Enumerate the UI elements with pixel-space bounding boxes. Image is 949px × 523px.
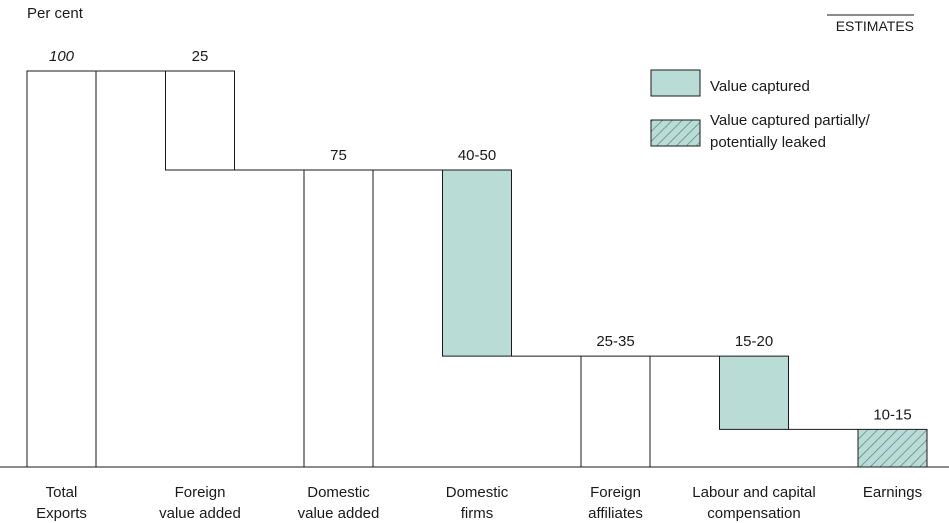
category-label-foreign-value-added-line2: value added [159, 505, 241, 522]
category-label-domestic-value-added-line1: Domestic [307, 484, 370, 501]
bar-foreign-affiliates [580, 355, 651, 468]
bar-earnings [857, 428, 928, 468]
value-label-foreign-value-added: 25 [192, 48, 209, 65]
legend-label-hatched: Value captured partially/ potentially le… [710, 112, 874, 151]
category-label-labour-and-capital-compensation-line1: Labour and capital [692, 484, 815, 501]
legend-swatch-hatched [650, 119, 701, 147]
legend-label-hatched-line2: potentially leaked [710, 134, 826, 151]
value-label-labour-and-capital-compensation: 15-20 [735, 333, 773, 350]
legend-label-captured: Value captured [710, 78, 810, 95]
bar-labour-and-capital-compensation [719, 355, 789, 430]
legend: Value captured Value captured partially/… [650, 69, 874, 151]
chart-marks: 100 Total Exports 25 Foreign value added 75 Dom… [26, 48, 928, 522]
value-label-earnings: 10-15 [873, 406, 911, 423]
value-label-total-exports: 100 [49, 48, 75, 65]
category-label-domestic-firms-line2: firms [461, 505, 494, 522]
category-label-domestic-firms-line1: Domestic [446, 484, 509, 501]
value-label-foreign-affiliates: 25-35 [596, 333, 634, 350]
bar-domestic-firms [442, 169, 512, 357]
category-label-foreign-value-added-line1: Foreign [175, 484, 226, 501]
estimates-note: ESTIMATES [836, 18, 914, 34]
category-label-labour-and-capital-compensation-line2: compensation [707, 505, 800, 522]
y-axis-label: Per cent [27, 5, 84, 22]
category-label-earnings: Earnings [863, 484, 922, 501]
value-label-domestic-firms: 40-50 [458, 147, 496, 164]
bar-total-exports [26, 70, 97, 468]
category-label-foreign-affiliates-line2: affiliates [588, 505, 643, 522]
legend-label-hatched-line1: Value captured partially/ [710, 112, 871, 129]
category-label-foreign-affiliates-line1: Foreign [590, 484, 641, 501]
category-label-total-exports-line2: Exports [36, 505, 87, 522]
value-label-domestic-value-added: 75 [330, 147, 347, 164]
bar-foreign-value-added [165, 70, 235, 171]
legend-swatch-captured [650, 69, 701, 97]
category-label-domestic-value-added-line2: value added [298, 505, 380, 522]
bar-domestic-value-added [303, 169, 374, 468]
category-label-total-exports-line1: Total [46, 484, 78, 501]
